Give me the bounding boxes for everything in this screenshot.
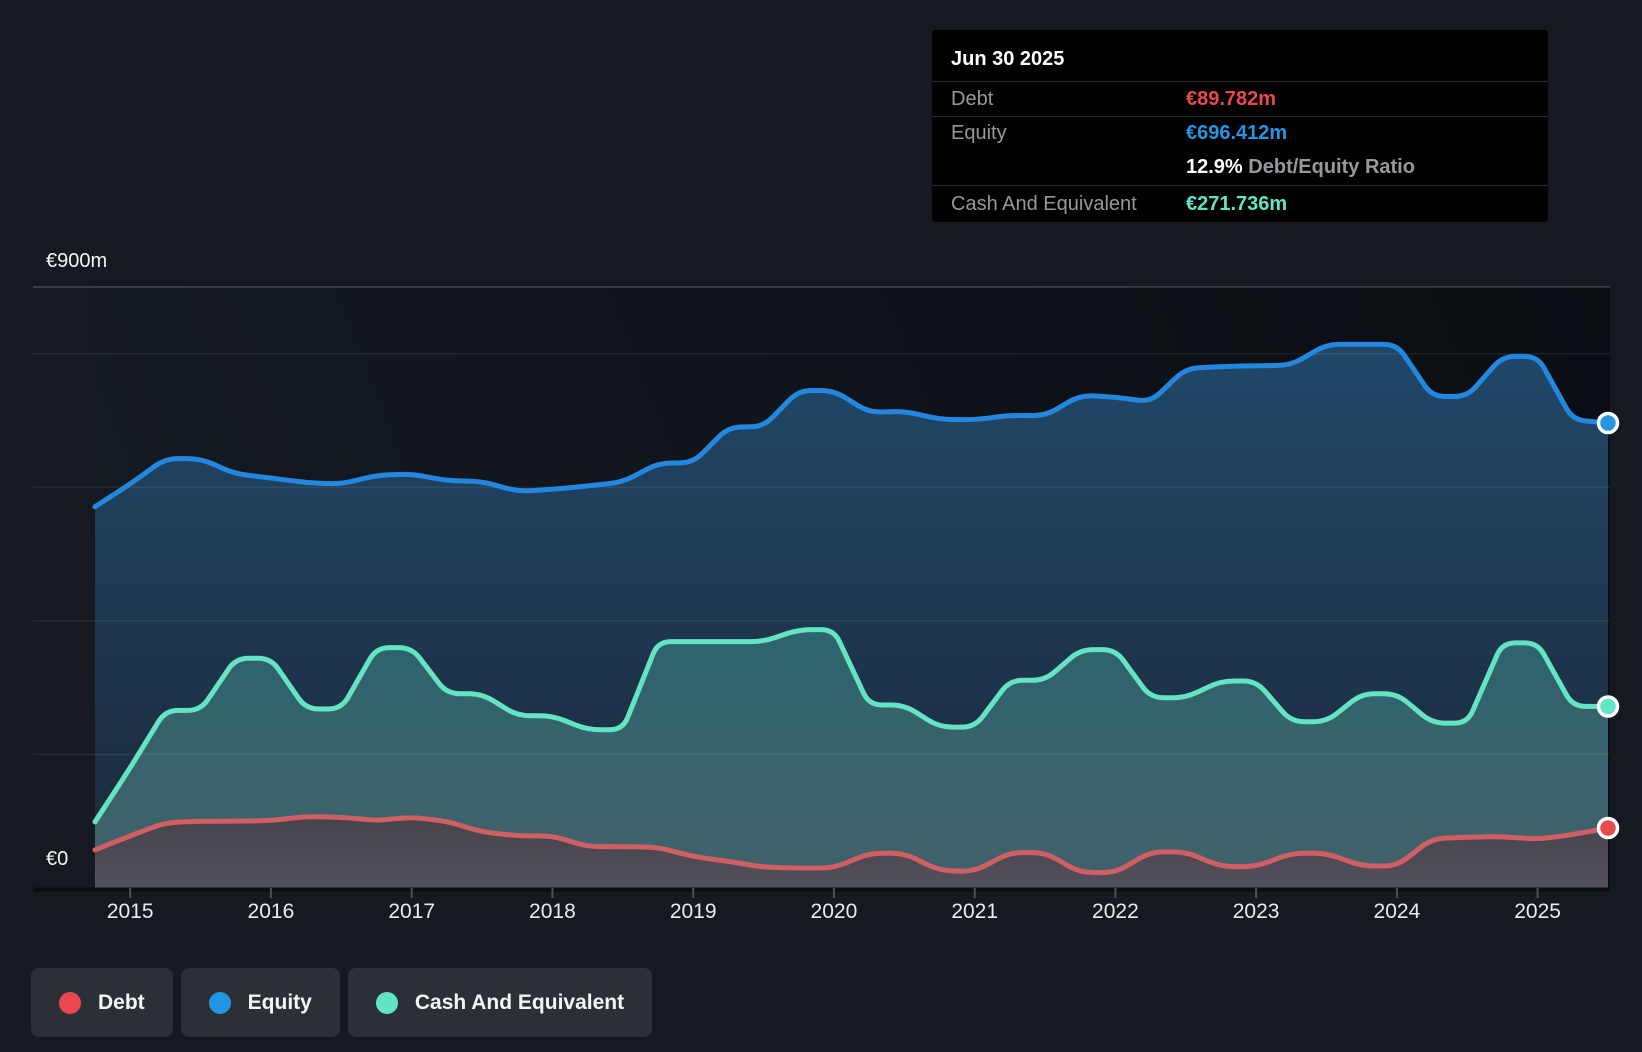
chart-legend: Debt Equity Cash And Equivalent [31,968,653,1037]
tooltip-cash-label: Cash And Equivalent [951,193,1137,215]
x-tick-label-2015: 2015 [107,900,154,923]
debt-series-dot-icon [59,991,81,1014]
debt-end-dot[interactable] [1596,816,1620,840]
chart-tooltip: Jun 30 2025 Debt €89.782m Equity €696.41… [932,30,1548,222]
y-axis-zero-label: €0 [46,848,69,870]
equity-series-dot-icon [208,991,231,1014]
legend-equity-label: Equity [247,990,312,1014]
x-tick-label-2018: 2018 [529,900,576,923]
legend-debt-label: Debt [98,990,145,1014]
debt-area [95,816,1608,888]
tooltip-equity-value: €696.412m [1186,122,1288,144]
tooltip-ratio: 12.9% Debt/Equity Ratio [1186,156,1415,179]
tooltip-ratio-value: 12.9% [1186,156,1243,178]
x-tick-label-2022: 2022 [1092,900,1139,923]
tooltip-equity-label: Equity [951,122,1007,144]
tooltip-date: Jun 30 2025 [932,30,1548,82]
legend-cash-label: Cash And Equivalent [414,990,625,1014]
legend-item-equity[interactable]: Equity [180,968,340,1037]
tooltip-cash-value: €271.736m [1186,193,1288,215]
tooltip-row-debt: Debt €89.782m [932,82,1548,117]
x-tick-label-2020: 2020 [811,900,858,923]
x-tick-label-2021: 2021 [951,900,998,923]
legend-item-debt[interactable]: Debt [31,968,173,1037]
tooltip-equity-block: Equity €696.412m 12.9% Debt/Equity Ratio [932,117,1548,186]
cash-series-dot-icon [375,991,398,1014]
y-axis-max-label: €900m [46,250,108,272]
equity-end-dot[interactable] [1596,411,1620,435]
x-tick-label-2019: 2019 [670,900,717,923]
x-tick-label-2017: 2017 [388,900,435,923]
cash-end-dot[interactable] [1596,695,1620,718]
cash-line [92,627,1611,825]
x-tick-label-2023: 2023 [1233,900,1280,923]
x-tick-label-2025: 2025 [1514,900,1561,923]
tooltip-row-cash: Cash And Equivalent €271.736m [932,186,1548,223]
tooltip-debt-value: €89.782m [1186,87,1277,110]
tooltip-ratio-label: Debt/Equity Ratio [1248,156,1415,178]
debt-line [92,814,1611,876]
x-tick-label-2016: 2016 [248,900,295,923]
equity-line [92,341,1611,510]
x-tick-label-2024: 2024 [1374,900,1421,923]
legend-item-cash[interactable]: Cash And Equivalent [347,968,653,1037]
tooltip-debt-label: Debt [951,87,994,110]
